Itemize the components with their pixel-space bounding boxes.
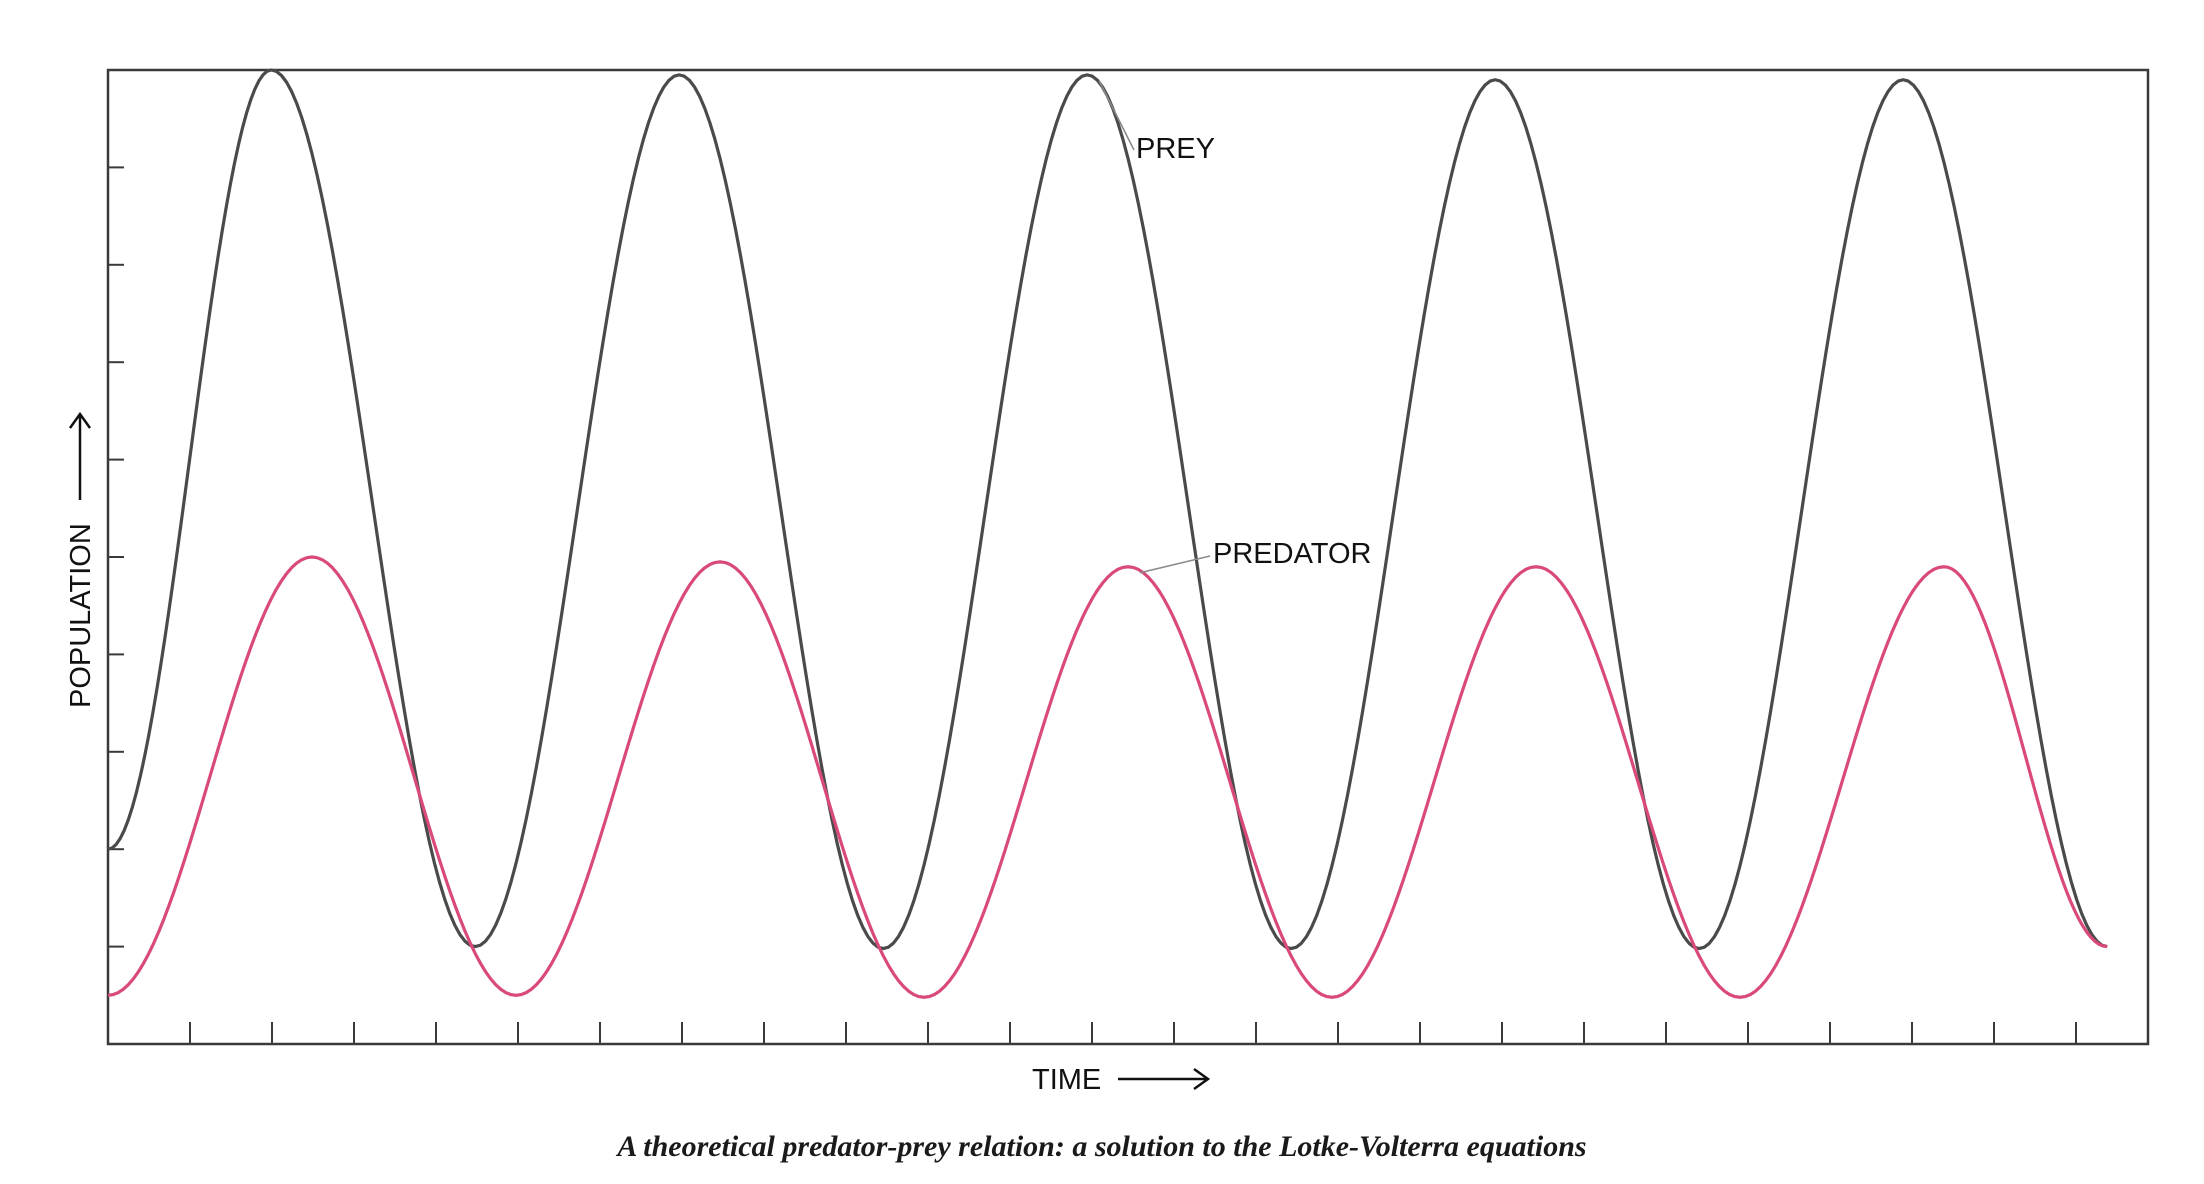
x-axis-arrow [1118,1067,1211,1091]
leader-line-prey [1098,80,1135,151]
series-label-predator: PREDATOR [1213,538,1371,570]
leader-line-predator [1139,555,1211,574]
series-line-prey [107,68,2108,951]
labels-layer: PREY PREDATOR [1098,80,1371,574]
figure-caption: A theoretical predator-prey relation: a … [617,1130,1587,1163]
y-axis-title: POPULATION [65,411,97,708]
x-axis-ticks [189,1022,2077,1044]
x-axis-title: TIME [1032,1064,1211,1096]
series-label-prey: PREY [1136,133,1215,165]
y-axis-label: POPULATION [65,523,97,708]
plot-frame [106,68,2150,1046]
series-layer [107,68,2108,999]
series-line-predator [107,555,2108,999]
y-axis-arrow [68,411,92,500]
x-axis-label: TIME [1032,1064,1101,1096]
